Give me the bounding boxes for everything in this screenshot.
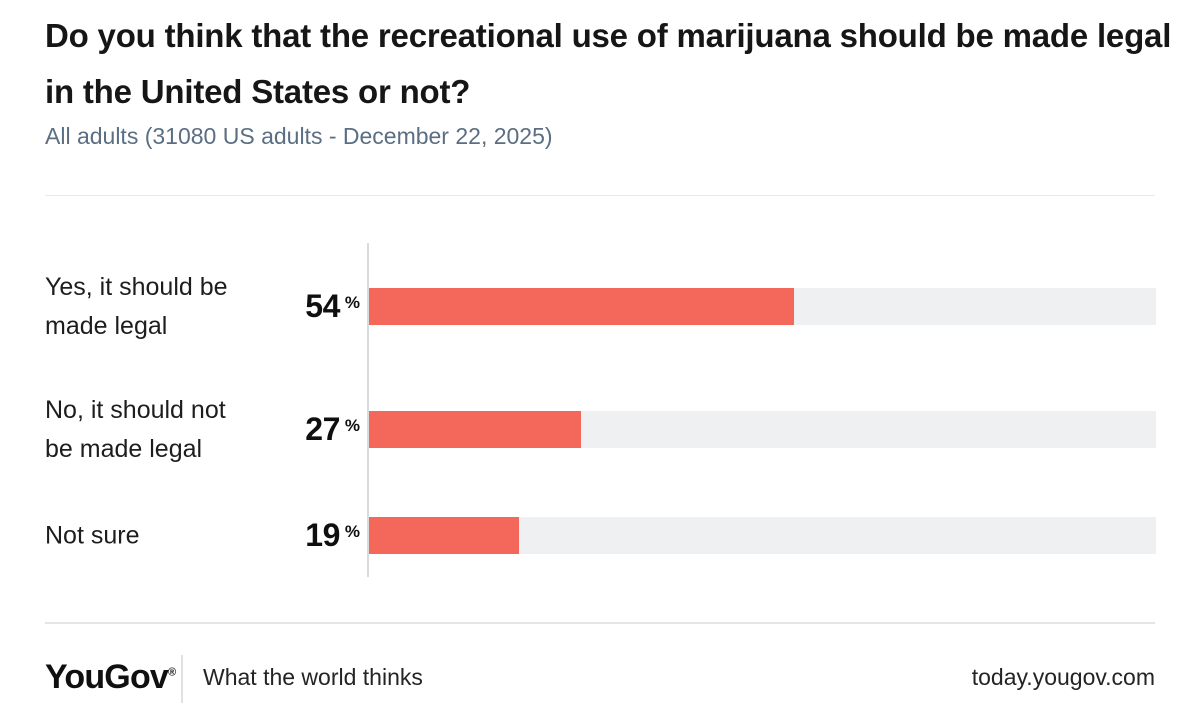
registered-trademark-icon: ® <box>168 666 177 679</box>
value-number: 19 <box>305 517 340 553</box>
category-label: No, it should not be made legal <box>45 395 226 463</box>
chart-row: Yes, it should be made legal 54% <box>0 273 1200 340</box>
yougov-logo-text: YouGov <box>45 658 169 696</box>
value-label: 19% <box>150 517 360 554</box>
bar <box>369 517 519 554</box>
bar <box>369 288 794 325</box>
percent-sign: % <box>344 522 360 541</box>
yougov-logo: YouGov® <box>45 658 176 697</box>
footer-vertical-divider <box>181 655 183 703</box>
bar-track <box>369 411 1156 448</box>
value-number: 27 <box>305 411 340 447</box>
chart-row: Not sure 19% <box>0 517 1200 554</box>
page-title: Do you think that the recreational use o… <box>45 17 1172 110</box>
top-divider <box>45 195 1155 196</box>
category-label: Yes, it should be made legal <box>45 272 228 340</box>
footer-site-url: today.yougov.com <box>971 664 1155 690</box>
percent-sign: % <box>344 416 360 435</box>
bar <box>369 411 582 448</box>
value-number: 54 <box>305 288 340 324</box>
category-label: Not sure <box>45 521 140 549</box>
footer-tagline: What the world thinks <box>203 664 423 690</box>
bar-track <box>369 288 1156 325</box>
y-axis-line <box>367 243 369 577</box>
chart-row: No, it should not be made legal 27% <box>0 396 1200 463</box>
value-label: 54% <box>150 288 360 325</box>
chart-subtitle: All adults (31080 US adults - December 2… <box>45 123 553 149</box>
percent-sign: % <box>344 293 360 312</box>
footer-divider <box>45 622 1155 624</box>
value-label: 27% <box>150 411 360 448</box>
bar-track <box>369 517 1156 554</box>
